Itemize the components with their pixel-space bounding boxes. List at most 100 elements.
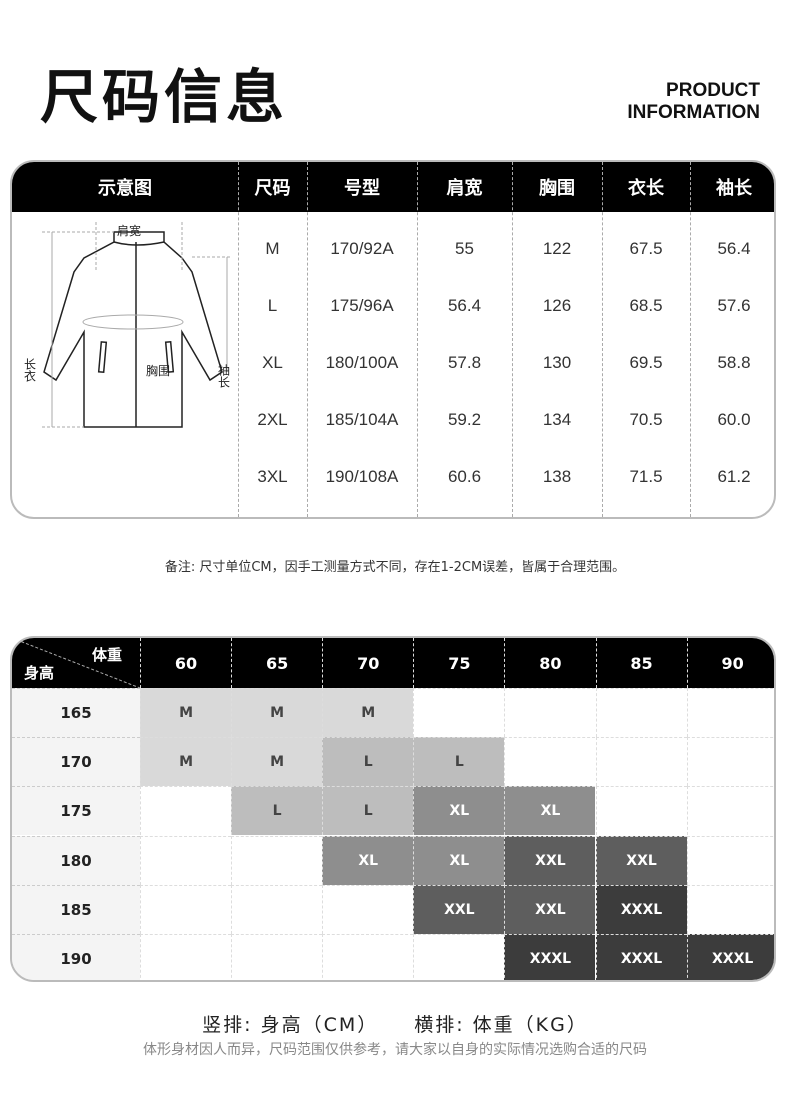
weight-header: 75 (413, 638, 504, 688)
weight-header: 85 (595, 638, 687, 688)
table-cell: 57.8 (447, 352, 482, 372)
size-cell (231, 835, 323, 885)
table-cell: 59.2 (447, 409, 482, 429)
column-header: 衣长 (628, 178, 664, 199)
table-cell: 57.6 (717, 295, 751, 315)
height-row-header: 175 (12, 786, 140, 836)
table-cell: 55 (455, 238, 474, 258)
table-cell: 126 (542, 295, 572, 315)
size-cell: L (413, 737, 505, 787)
size-cell: L (322, 737, 414, 787)
subtitle-line: INFORMATION (627, 102, 760, 123)
table-cell: 58.8 (717, 352, 751, 372)
table-cell: L (267, 295, 278, 315)
column-header: 示意图 (98, 178, 152, 199)
column-divider (602, 162, 603, 517)
size-cell: L (231, 786, 323, 836)
size-cell: XL (322, 835, 414, 885)
table-cell: 70.5 (629, 409, 663, 429)
size-cell: XL (504, 786, 596, 836)
size-cell: XXXL (686, 934, 774, 980)
size-cell: M (140, 737, 232, 787)
size-cell: M (231, 737, 323, 787)
page-subtitle: PRODUCT INFORMATION (627, 80, 760, 124)
chest-label: 胸围 (145, 363, 170, 378)
size-cell: XXXL (595, 934, 687, 980)
table-cell: 185/104A (325, 409, 399, 429)
table-cell: 180/100A (325, 352, 399, 372)
size-cell (686, 835, 774, 885)
table-cell: M (265, 238, 280, 258)
length-label: 长衣 (22, 358, 37, 382)
size-cell (504, 737, 596, 787)
size-cell (595, 737, 687, 787)
size-cell: XXXL (595, 884, 687, 934)
table-cell: 175/96A (330, 295, 394, 315)
vertical-legend: 竖排: 身高（CM） (202, 1014, 379, 1036)
size-cell: XXL (504, 884, 596, 934)
size-cell (686, 786, 774, 836)
table-cell: 60.0 (717, 409, 751, 429)
size-cell: XXXL (504, 934, 596, 980)
subtitle-line: PRODUCT (666, 80, 760, 101)
height-corner-label: 身高 (24, 664, 55, 682)
weight-header: 60 (140, 638, 231, 688)
size-cell (322, 884, 414, 934)
size-cell (140, 786, 232, 836)
table-cell: 3XL (257, 466, 288, 486)
page-title: 尺码信息 (40, 63, 289, 131)
size-cell (504, 688, 596, 737)
weight-header: 65 (231, 638, 322, 688)
fit-table-header (12, 638, 774, 688)
size-cell (686, 884, 774, 934)
sleeve-label: 袖长 (216, 364, 231, 388)
size-cell (140, 835, 232, 885)
size-cell (322, 934, 414, 980)
table-cell: 130 (542, 352, 572, 372)
table-cell: 69.5 (629, 352, 663, 372)
size-cell (413, 934, 505, 980)
table-cell: 56.4 (447, 295, 482, 315)
table-cell: 134 (542, 409, 572, 429)
column-divider (417, 162, 418, 517)
weight-corner-label: 体重 (92, 646, 123, 664)
height-row-header: 185 (12, 884, 140, 934)
size-cell: L (322, 786, 414, 836)
measurement-note: 备注: 尺寸单位CM，因手工测量方式不同，存在1-2CM误差，皆属于合理范围。 (164, 560, 626, 575)
table-cell: 71.5 (629, 466, 663, 486)
size-cell (413, 688, 505, 737)
table-cell: 67.5 (629, 238, 663, 258)
table-cell: 61.2 (717, 466, 751, 486)
column-header: 尺码 (254, 178, 291, 199)
size-cell (686, 737, 774, 787)
size-fit-table: 体重 身高 60 65 70 75 80 85 90 165 M M M 170 M M L L 175 L L XL… (10, 636, 776, 982)
size-cell: XL (413, 786, 505, 836)
corner-diagonal (12, 638, 140, 688)
size-cell: M (322, 688, 414, 737)
column-header: 胸围 (539, 178, 575, 199)
column-header: 号型 (344, 178, 380, 199)
size-cell: XXL (595, 835, 687, 885)
size-cell: XXL (504, 835, 596, 885)
table-cell: 122 (542, 238, 572, 258)
size-cell (231, 934, 323, 980)
table-cell: 68.5 (629, 295, 663, 315)
column-divider (690, 162, 691, 517)
table-cell: 190/108A (325, 466, 399, 486)
horizontal-legend: 横排: 体重（KG） (414, 1014, 588, 1036)
column-header: 袖长 (716, 178, 752, 199)
size-cell: M (231, 688, 323, 737)
jacket-diagram-icon (42, 222, 232, 428)
height-row-header: 165 (12, 688, 140, 737)
size-cell (231, 884, 323, 934)
size-cell (686, 688, 774, 737)
column-header: 肩宽 (446, 178, 483, 199)
size-table: 肩宽 胸围 长衣 袖长 示意图 尺码 号型 肩宽 胸围 衣长 袖长 M 170/92A 55 122… (10, 160, 776, 519)
table-cell: 2XL (257, 409, 288, 429)
table-cell: 60.6 (447, 466, 482, 486)
column-divider (512, 162, 513, 517)
height-row-header: 180 (12, 835, 140, 885)
table-cell: 56.4 (717, 238, 751, 258)
size-cell (595, 688, 687, 737)
size-cell: XXL (413, 884, 505, 934)
